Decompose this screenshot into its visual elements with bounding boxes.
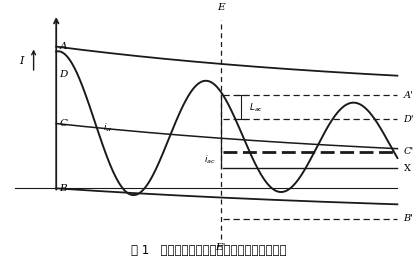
Text: C': C' xyxy=(403,148,414,156)
Text: $i_{ac}$: $i_{ac}$ xyxy=(204,154,216,166)
Text: E': E' xyxy=(215,243,226,252)
Text: E: E xyxy=(217,3,225,12)
Text: D': D' xyxy=(403,115,414,124)
Text: $i_w$: $i_w$ xyxy=(103,121,112,134)
Text: B: B xyxy=(59,184,67,193)
Text: D: D xyxy=(59,70,68,79)
Text: 图 1   直流分量百分数与关合、开断电流的确定: 图 1 直流分量百分数与关合、开断电流的确定 xyxy=(131,244,286,257)
Text: B': B' xyxy=(403,214,413,223)
Text: X: X xyxy=(403,163,411,173)
Text: C: C xyxy=(59,119,67,128)
Text: A: A xyxy=(59,42,67,51)
Text: I: I xyxy=(19,56,23,66)
Text: A': A' xyxy=(403,91,413,100)
Text: $L_{ac}$: $L_{ac}$ xyxy=(248,101,263,114)
